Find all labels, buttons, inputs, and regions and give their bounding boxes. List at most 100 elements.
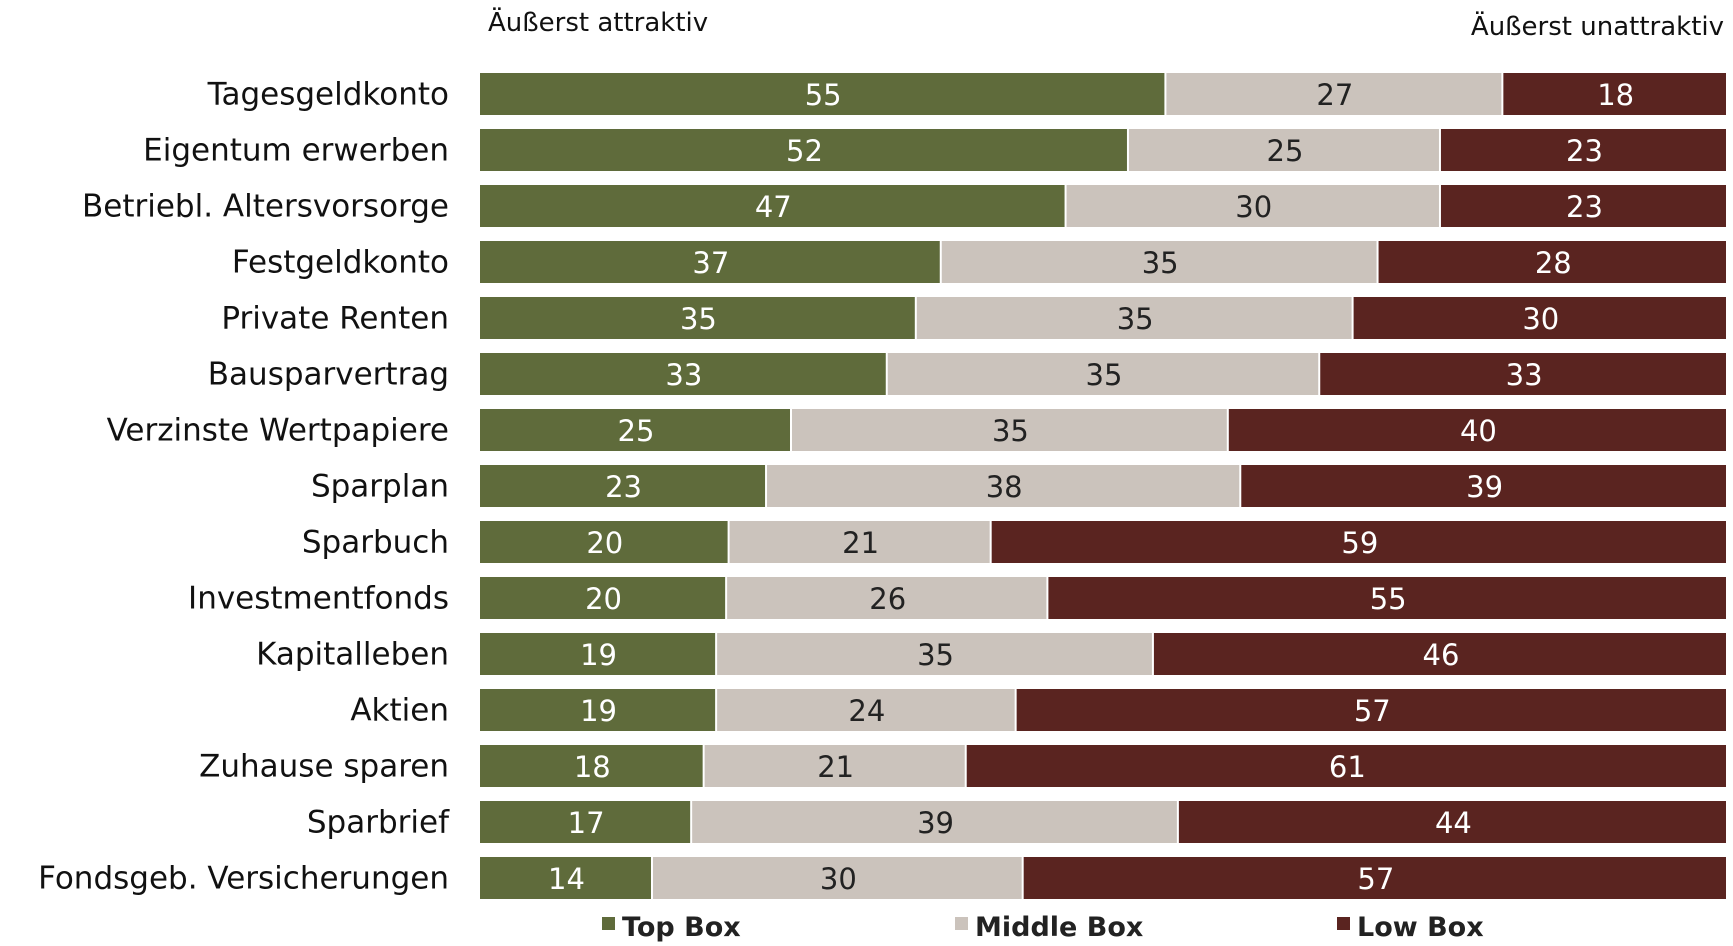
bar-segment — [480, 521, 728, 563]
bar-segment — [480, 73, 1165, 115]
bar-segment — [480, 409, 790, 451]
data-label: 23 — [605, 470, 642, 504]
bar-segment — [887, 353, 1319, 395]
bars: 55 27 18 52 25 23 47 30 23 37 35 28 35 35 30 33 35 33 25 35… — [480, 73, 1726, 899]
legend-swatch — [602, 917, 615, 930]
bar-segment — [1153, 633, 1726, 675]
data-label: 24 — [848, 694, 885, 728]
bar-segment — [480, 297, 915, 339]
data-label: 28 — [1535, 246, 1572, 280]
category-labels: Tagesgeldkonto Eigentum erwerben Betriebl.… — [38, 77, 450, 897]
bar-segment — [480, 801, 691, 843]
category-label: Investmentfonds — [188, 581, 449, 617]
data-label: 14 — [548, 862, 585, 896]
data-label: 30 — [820, 862, 857, 896]
data-label: 47 — [755, 190, 792, 224]
bar-segment — [480, 185, 1065, 227]
category-label: Fondsgeb. Versicherungen — [38, 861, 449, 897]
bar-segment — [1128, 129, 1439, 171]
bar-segment — [729, 521, 990, 563]
bar-segment — [480, 577, 726, 619]
data-label: 38 — [986, 470, 1023, 504]
category-label: Zuhause sparen — [199, 749, 449, 785]
data-label: 57 — [1357, 862, 1394, 896]
bar-segment — [480, 465, 766, 507]
bar-segment — [1023, 857, 1726, 899]
data-label: 39 — [1466, 470, 1503, 504]
data-label: 55 — [805, 78, 842, 112]
category-label: Kapitalleben — [256, 637, 449, 673]
legend-label: Middle Box — [975, 912, 1143, 943]
data-label: 19 — [580, 638, 617, 672]
bar-segment — [767, 465, 1240, 507]
legend-label: Top Box — [622, 912, 741, 943]
category-label: Tagesgeldkonto — [207, 77, 449, 113]
data-label: 39 — [917, 806, 954, 840]
bar-segment — [717, 633, 1152, 675]
data-label: 21 — [842, 526, 879, 560]
data-label: 37 — [692, 246, 729, 280]
legend-label: Low Box — [1357, 912, 1484, 943]
data-label: 23 — [1566, 134, 1603, 168]
data-label: 23 — [1566, 190, 1603, 224]
data-label: 59 — [1341, 526, 1378, 560]
data-label: 26 — [869, 582, 906, 616]
bar-segment — [480, 129, 1127, 171]
bar-segment — [966, 745, 1726, 787]
bar-segment — [480, 857, 651, 899]
bar-segment — [1503, 73, 1726, 115]
data-label: 21 — [817, 750, 854, 784]
data-label: 46 — [1423, 638, 1460, 672]
bar-segment — [727, 577, 1047, 619]
data-label: 35 — [917, 638, 954, 672]
legend: Top Box Middle Box Low Box — [602, 912, 1484, 943]
category-label: Verzinste Wertpapiere — [107, 413, 449, 449]
data-label: 35 — [1117, 302, 1154, 336]
bar-segment — [480, 689, 716, 731]
category-label: Sparplan — [311, 469, 449, 505]
bar-segment — [1353, 297, 1726, 339]
data-label: 35 — [1086, 358, 1123, 392]
left-end-label: Äußerst attraktiv — [488, 6, 708, 38]
bar-segment — [1166, 73, 1502, 115]
data-label: 27 — [1316, 78, 1353, 112]
data-label: 25 — [1267, 134, 1304, 168]
data-label: 40 — [1460, 414, 1497, 448]
data-label: 30 — [1235, 190, 1272, 224]
bar-segment — [1066, 185, 1439, 227]
bar-segment — [1016, 689, 1726, 731]
category-label: Aktien — [350, 693, 449, 729]
data-label: 19 — [580, 694, 617, 728]
data-label: 52 — [786, 134, 823, 168]
category-label: Sparbrief — [307, 805, 450, 841]
data-label: 35 — [1142, 246, 1179, 280]
category-label: Private Renten — [221, 301, 449, 337]
category-label: Sparbuch — [302, 525, 449, 561]
data-label: 20 — [586, 526, 623, 560]
category-label: Festgeldkonto — [232, 245, 449, 281]
bar-segment — [1228, 409, 1726, 451]
data-label: 57 — [1354, 694, 1391, 728]
data-label: 18 — [1597, 78, 1634, 112]
data-label: 35 — [680, 302, 717, 336]
bar-segment — [692, 801, 1177, 843]
data-label: 55 — [1370, 582, 1407, 616]
bar-segment — [480, 745, 703, 787]
data-label: 61 — [1329, 750, 1366, 784]
data-label: 17 — [568, 806, 605, 840]
bar-segment — [1440, 185, 1726, 227]
data-label: 20 — [585, 582, 622, 616]
bar-segment — [480, 633, 716, 675]
data-label: 33 — [665, 358, 702, 392]
bar-segment — [1241, 465, 1726, 507]
bar-segment — [480, 241, 940, 283]
bar-segment — [1178, 801, 1726, 843]
data-label: 18 — [574, 750, 611, 784]
data-label: 30 — [1522, 302, 1559, 336]
bar-segment — [1440, 129, 1726, 171]
data-label: 25 — [618, 414, 655, 448]
bar-segment — [916, 297, 1352, 339]
bar-segment — [1048, 577, 1726, 619]
bar-segment — [480, 353, 886, 395]
